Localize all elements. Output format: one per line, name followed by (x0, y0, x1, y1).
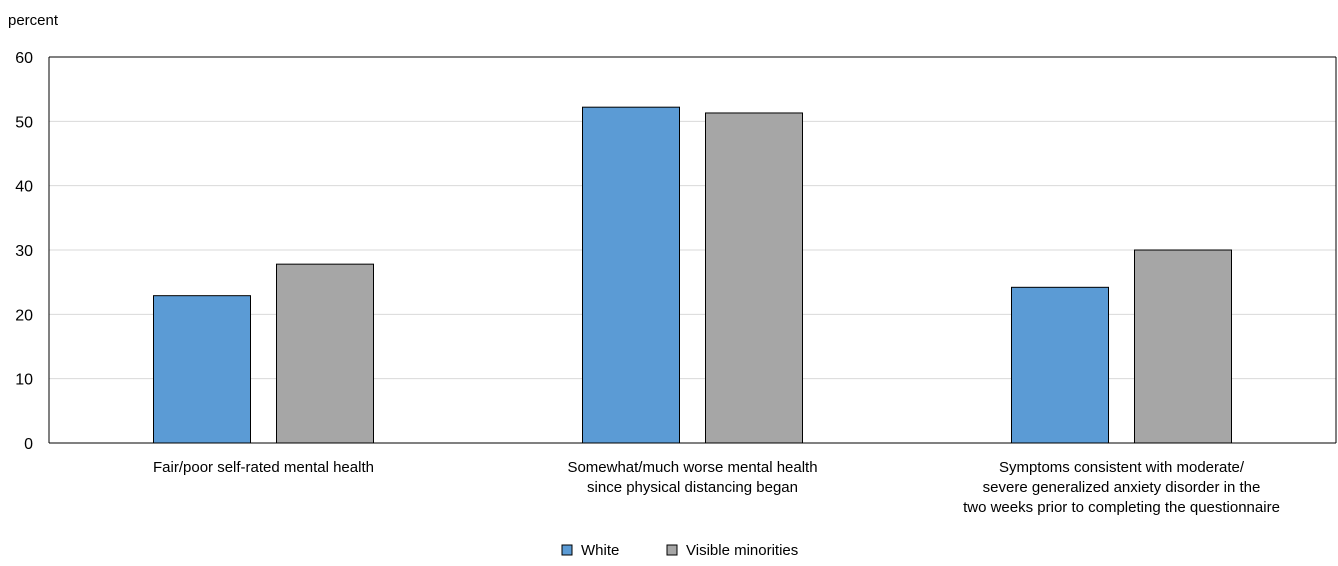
y-tick-label: 20 (15, 307, 33, 324)
y-tick-label: 60 (15, 50, 33, 67)
bar-white (1011, 286, 1109, 444)
legend-swatch-visible-minorities (666, 544, 678, 556)
category-label: Fair/poor self-rated mental health (153, 459, 374, 476)
category-label-line: severe generalized anxiety disorder in t… (983, 479, 1261, 496)
category-label-line: Symptoms consistent with moderate/ (999, 459, 1245, 476)
category-labels: Fair/poor self-rated mental health Somewh… (153, 459, 1280, 516)
category-label: Symptoms consistent with moderate/severe… (963, 459, 1280, 516)
y-tick-label: 0 (24, 436, 33, 453)
bars (153, 106, 1232, 444)
legend: White Visible minorities (561, 542, 798, 559)
bar-white (153, 295, 251, 444)
bar-white (582, 106, 680, 444)
bar-visible-minorities (705, 112, 803, 444)
category-label-line: two weeks prior to completing the questi… (963, 499, 1280, 516)
gridlines (49, 120, 1336, 380)
category-label-line: Fair/poor self-rated mental health (153, 459, 374, 476)
y-tick-label: 30 (15, 243, 33, 260)
category-label: Somewhat/much worse mental health since p… (567, 459, 817, 496)
y-axis-unit-label: percent (8, 12, 59, 29)
y-tick-label: 10 (15, 372, 33, 389)
legend-label-white: White (581, 542, 619, 559)
category-label-line: Somewhat/much worse mental health (567, 459, 817, 476)
legend-swatch-white (561, 544, 573, 556)
bar-visible-minorities (1134, 249, 1232, 444)
y-tick-label: 50 (15, 114, 33, 131)
bar-visible-minorities (276, 263, 374, 444)
y-tick-labels: 0 10 20 30 40 50 60 (15, 50, 33, 453)
y-tick-label: 40 (15, 179, 33, 196)
legend-label-visible-minorities: Visible minorities (686, 542, 798, 559)
category-label-line: since physical distancing began (587, 479, 798, 496)
axes (48, 56, 1337, 444)
